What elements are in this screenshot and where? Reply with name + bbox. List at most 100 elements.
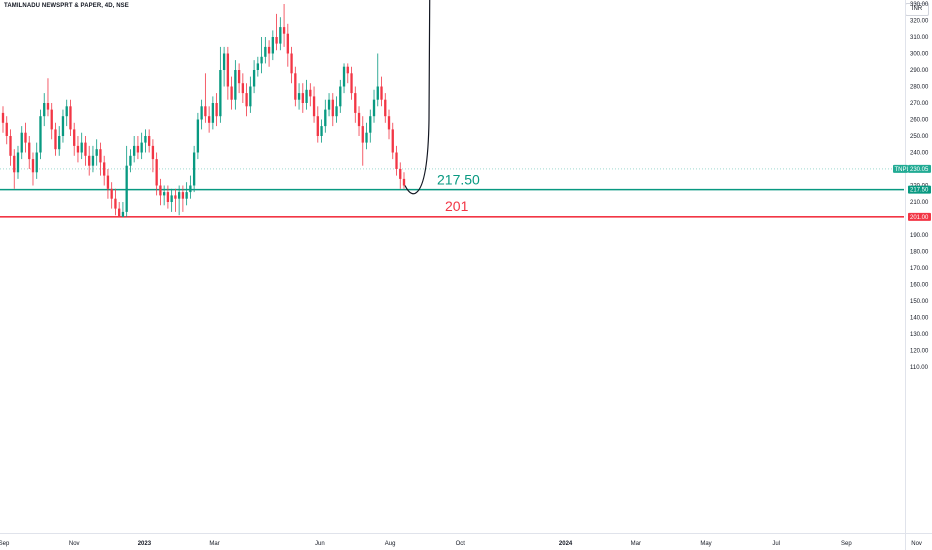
candle-body <box>73 129 76 146</box>
candle-body <box>380 86 383 100</box>
y-tick-label: 250.00 <box>910 134 929 140</box>
candle-body <box>357 112 361 127</box>
candle-body <box>395 152 398 169</box>
candle-body <box>1 112 5 123</box>
y-tick-label: 240.00 <box>910 151 929 157</box>
y-tick-label: 120.00 <box>910 349 929 355</box>
x-tick-label: Oct <box>456 541 466 547</box>
candle-body <box>84 142 87 156</box>
candle-body <box>24 132 27 143</box>
candle-body <box>196 119 200 153</box>
candle-body <box>95 149 98 156</box>
x-tick-label: Mar <box>631 541 641 547</box>
candle-body <box>65 106 68 117</box>
lower-level-annotation: 201 <box>445 198 469 214</box>
candle-body <box>279 27 282 44</box>
candle-body <box>9 136 12 156</box>
price-marker-value: 230.05 <box>910 167 929 173</box>
candle-body <box>297 93 301 100</box>
candle-body <box>252 70 256 87</box>
y-tick-label: 290.00 <box>910 68 929 74</box>
y-tick-label: 180.00 <box>910 250 929 256</box>
candle-body <box>245 93 248 107</box>
candle-body <box>189 185 192 193</box>
candle-body <box>151 145 155 160</box>
candle-body <box>28 142 31 160</box>
candle-body <box>286 33 289 54</box>
candle-body <box>13 155 16 173</box>
x-tick-label: 2024 <box>559 541 573 547</box>
candle-body <box>327 99 331 110</box>
candle-body <box>54 129 57 150</box>
symbol-badge-label: TNPL <box>895 167 911 173</box>
candle-body <box>219 70 222 117</box>
candle-body <box>133 145 136 156</box>
y-tick-label: 280.00 <box>910 85 929 91</box>
x-tick-label: Mar <box>209 541 219 547</box>
candle-body <box>16 152 20 173</box>
candle-body <box>110 188 113 199</box>
candle-body <box>275 37 278 44</box>
candle-body <box>320 126 323 136</box>
candle-body <box>391 129 394 153</box>
price-marker-badge <box>908 185 931 194</box>
candle-body <box>350 73 353 94</box>
candle-body <box>88 155 91 166</box>
y-tick-label: 130.00 <box>910 332 929 338</box>
candle-body <box>271 37 274 54</box>
candle-body <box>305 89 308 103</box>
candle-body <box>260 56 263 64</box>
candle-body <box>230 86 233 100</box>
candle-body <box>80 142 83 153</box>
candle-body <box>159 185 162 196</box>
candle-body <box>35 152 38 173</box>
candle-body <box>361 126 364 143</box>
candle-body <box>118 208 121 217</box>
x-tick-label: Jun <box>315 541 325 547</box>
symbol-badge <box>893 164 908 173</box>
candle-body <box>204 106 207 117</box>
candle-body <box>399 169 402 179</box>
candle-body <box>114 198 117 209</box>
candle-body <box>369 116 372 133</box>
candle-body <box>155 159 158 186</box>
candle-body <box>237 70 241 84</box>
y-tick-label: 190.00 <box>910 233 929 239</box>
candle-body <box>91 155 95 166</box>
candle-body <box>267 46 271 54</box>
candle-body <box>162 192 166 196</box>
candle-body <box>211 103 215 123</box>
candle-body <box>144 136 147 143</box>
candle-body <box>331 99 334 117</box>
x-tick-label: Nov <box>911 541 922 547</box>
candle-body <box>50 109 53 130</box>
candle-body <box>185 192 188 199</box>
candle-body <box>384 99 387 117</box>
candle-body <box>290 53 293 74</box>
y-tick-label: 310.00 <box>910 35 929 41</box>
candle-body <box>256 63 260 70</box>
candle-body <box>99 149 102 163</box>
price-marker-value: 217.50 <box>910 188 929 194</box>
candle-body <box>335 106 338 117</box>
x-tick-label: Nov <box>69 541 80 547</box>
candle-body <box>76 145 80 153</box>
y-tick-label: 260.00 <box>910 118 929 124</box>
y-tick-label: 160.00 <box>910 283 929 289</box>
candle-body <box>264 46 267 57</box>
y-tick-label: 210.00 <box>910 200 929 206</box>
candle-body <box>354 93 357 113</box>
candle-body <box>342 66 346 87</box>
candle-body <box>46 103 50 110</box>
candle-body <box>301 93 304 103</box>
candle-body <box>402 178 406 186</box>
candle-body <box>147 136 151 146</box>
candle-body <box>61 116 65 136</box>
x-tick-label: Sep <box>0 541 10 547</box>
candle-body <box>103 162 106 176</box>
candle-body <box>121 211 125 217</box>
candle-body <box>346 66 349 74</box>
y-tick-label: 140.00 <box>910 316 929 322</box>
candle-body <box>69 106 72 130</box>
